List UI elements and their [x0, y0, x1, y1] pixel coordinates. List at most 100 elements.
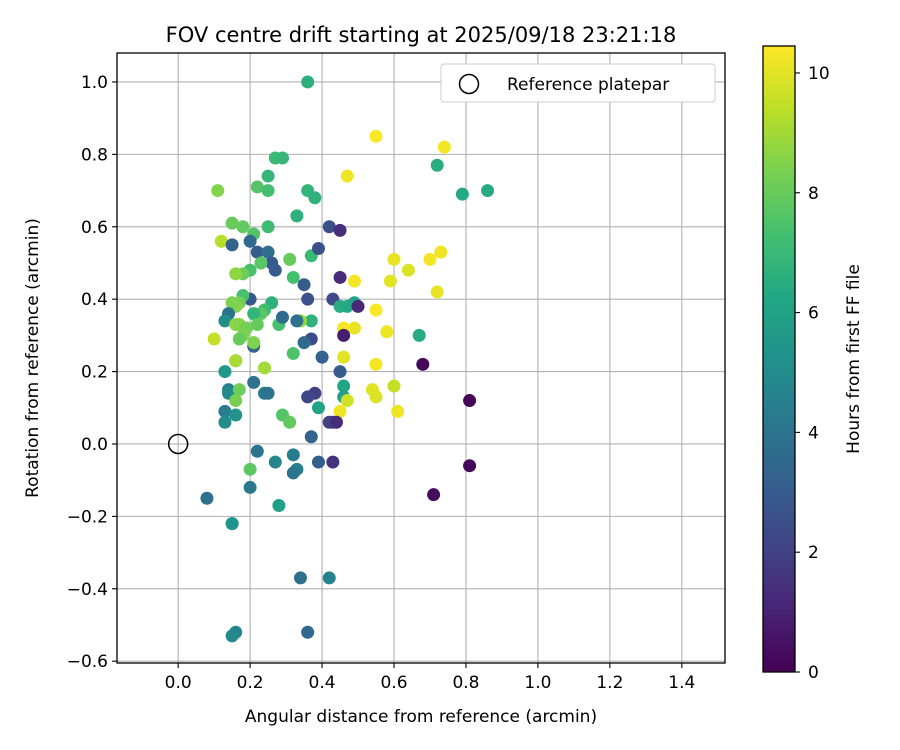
legend-marker — [458, 73, 480, 95]
y-axis-ticks: 1.0 0.8 0.6 0.4 0.2 0.0 −0.2 −0.4 −0.6 — [67, 73, 117, 672]
scatter-point — [412, 328, 426, 342]
scatter-points — [200, 75, 495, 643]
y-axis-label: Rotation from reference (arcmin) — [23, 218, 43, 498]
colorbar: 0 2 4 6 8 10 Hours from first FF file — [762, 45, 864, 683]
scatter-point — [304, 314, 318, 328]
scatter-point — [261, 220, 275, 234]
scatter-point — [200, 491, 214, 505]
scatter-point — [261, 169, 275, 183]
scatter-point — [250, 245, 264, 259]
scatter-point — [207, 332, 221, 346]
y-tick-label: −0.2 — [67, 507, 108, 527]
legend-entry-reference-platepar: Reference platepar — [507, 75, 669, 95]
scatter-point — [218, 404, 232, 418]
legend: Reference platepar — [440, 63, 716, 103]
x-tick-label: 0.4 — [309, 673, 336, 693]
scatter-point — [387, 379, 401, 393]
scatter-point — [247, 307, 261, 321]
scatter-point — [261, 245, 275, 259]
scatter-point — [232, 383, 246, 397]
scatter-point — [283, 415, 297, 429]
chart-title: FOV centre drift starting at 2025/09/18 … — [166, 23, 677, 47]
scatter-point — [229, 354, 243, 368]
legend-box — [440, 63, 716, 103]
scatter-point — [416, 357, 430, 371]
scatter-point — [297, 278, 311, 292]
scatter-point — [304, 430, 318, 444]
y-tick-label: 0.6 — [81, 218, 108, 238]
scatter-point — [218, 365, 232, 379]
colorbar-tick-label: 10 — [808, 64, 830, 84]
scatter-point — [272, 499, 286, 513]
y-tick-label: 0.0 — [81, 435, 108, 455]
scatter-point — [437, 140, 451, 154]
x-tick-label: 1.0 — [524, 673, 551, 693]
scatter-point — [250, 180, 264, 194]
scatter-point — [380, 325, 394, 339]
x-axis-label: Angular distance from reference (arcmin) — [245, 707, 597, 727]
scatter-point — [333, 365, 347, 379]
colorbar-label: Hours from first FF file — [844, 264, 864, 454]
scatter-point — [229, 267, 243, 281]
scatter-point — [369, 303, 383, 317]
scatter-point — [434, 245, 448, 259]
scatter-point — [369, 129, 383, 143]
scatter-point — [463, 459, 477, 473]
scatter-point — [383, 274, 397, 288]
scatter-point — [283, 252, 297, 266]
scatter-point — [322, 220, 336, 234]
scatter-point — [481, 184, 495, 198]
scatter-point — [258, 361, 272, 375]
scatter-point — [218, 314, 232, 328]
scatter-point — [250, 318, 264, 332]
scatter-point — [211, 184, 225, 198]
x-tick-label: 0.2 — [237, 673, 264, 693]
y-tick-label: 0.4 — [81, 290, 108, 310]
scatter-point — [430, 158, 444, 172]
scatter-point — [427, 488, 441, 502]
grid — [117, 53, 725, 663]
plot-frame — [116, 52, 726, 664]
scatter-point — [275, 151, 289, 165]
scatter-point — [430, 285, 444, 299]
x-tick-label: 1.4 — [668, 673, 695, 693]
scatter-point — [311, 241, 325, 255]
scatter-point — [301, 390, 315, 404]
scatter-point — [347, 321, 361, 335]
y-tick-label: 0.2 — [81, 363, 108, 383]
scatter-point — [214, 234, 228, 248]
scatter-point — [297, 336, 311, 350]
scatter-point — [333, 223, 347, 237]
scatter-point — [250, 444, 264, 458]
scatter-point — [329, 415, 343, 429]
scatter-point — [423, 252, 437, 266]
x-tick-label: 0.8 — [452, 673, 479, 693]
scatter-point — [286, 466, 300, 480]
scatter-point — [308, 191, 322, 205]
scatter-point — [290, 314, 304, 328]
scatter-point — [301, 625, 315, 639]
scatter-point — [351, 299, 365, 313]
scatter-point — [261, 386, 275, 400]
scatter-point — [236, 220, 250, 234]
scatter-point — [286, 448, 300, 462]
reference-platepar-marker — [167, 433, 189, 455]
scatter-point — [232, 332, 246, 346]
scatter-point — [225, 296, 239, 310]
scatter-point — [225, 629, 239, 643]
scatter-point — [268, 455, 282, 469]
scatter-point — [286, 270, 300, 284]
scatter-point — [369, 357, 383, 371]
colorbar-tick-label: 0 — [808, 663, 819, 683]
scatter-point — [337, 350, 351, 364]
scatter-point — [333, 404, 347, 418]
colorbar-tick-label: 2 — [808, 543, 819, 563]
scatter-point — [243, 234, 257, 248]
scatter-point — [463, 394, 477, 408]
y-tick-label: 0.8 — [81, 145, 108, 165]
scatter-point — [247, 375, 261, 389]
scatter-point — [322, 571, 336, 585]
scatter-point — [275, 310, 289, 324]
scatter-point — [340, 169, 354, 183]
